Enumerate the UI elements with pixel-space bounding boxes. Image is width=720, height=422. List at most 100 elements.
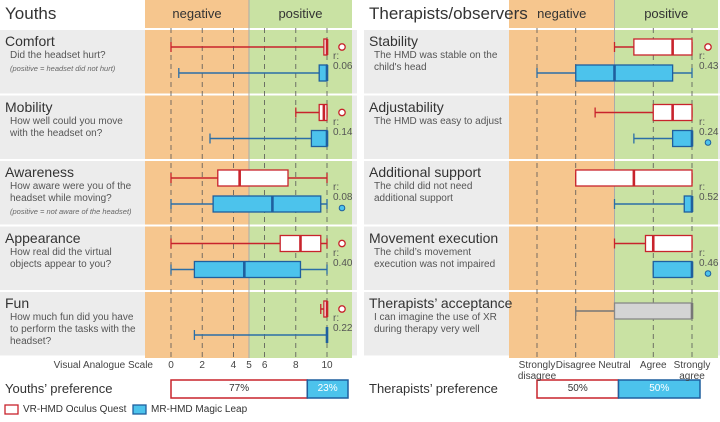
row-bg bbox=[352, 292, 357, 356]
row-bg bbox=[0, 95, 145, 159]
question: The HMD was easy to adjust bbox=[374, 115, 502, 127]
r-label: r: bbox=[333, 182, 340, 193]
question: The HMD was stable on the child's head bbox=[374, 50, 498, 73]
question-block: The HMD was easy to adjust bbox=[374, 116, 505, 128]
marker bbox=[338, 204, 346, 212]
row-bg bbox=[364, 292, 509, 356]
row-bg bbox=[0, 226, 145, 290]
row-bg bbox=[718, 226, 720, 290]
r-value: 0.52 bbox=[699, 192, 719, 203]
row-title: Movement execution bbox=[369, 229, 499, 246]
positive-label: positive bbox=[644, 6, 689, 21]
row-separator bbox=[364, 290, 720, 292]
question: How much fun did you have to perform the… bbox=[10, 312, 136, 347]
row-separator bbox=[0, 224, 357, 227]
row-title: Awareness bbox=[5, 164, 75, 180]
row-bg bbox=[352, 95, 357, 159]
legend-swatch bbox=[4, 404, 19, 415]
preference-label: Youths’ preference bbox=[5, 381, 113, 396]
row-title: Comfort bbox=[5, 33, 55, 49]
note: (positive = not aware of the headset) bbox=[10, 207, 132, 216]
preference-bar bbox=[306, 379, 349, 399]
r-label: r: bbox=[699, 247, 706, 259]
question-block: How real did the virtual objects appear … bbox=[10, 247, 141, 271]
question-block: The child’s movement execution was not i… bbox=[374, 247, 505, 271]
question: How well could you move with the headset… bbox=[10, 115, 123, 139]
r-label: r: bbox=[333, 51, 340, 62]
row-separator bbox=[0, 93, 357, 96]
legend-swatch bbox=[132, 404, 147, 415]
box bbox=[671, 129, 693, 148]
row-title: Additional support bbox=[369, 164, 482, 180]
row-title: Fun bbox=[5, 295, 30, 311]
row-title: Therapists’ acceptance bbox=[369, 295, 513, 311]
row-separator bbox=[0, 159, 357, 161]
box bbox=[212, 195, 322, 213]
row-separator bbox=[364, 159, 720, 161]
x-tick-label: Strongly agree bbox=[673, 360, 711, 382]
question-block: The HMD was stable on the child's head bbox=[374, 50, 505, 74]
question: How aware were you of the headset while … bbox=[10, 181, 132, 204]
question: How real did the virtual objects appear … bbox=[10, 246, 112, 270]
marker bbox=[338, 239, 346, 248]
row-bg bbox=[352, 226, 357, 290]
row-separator bbox=[364, 93, 720, 96]
row-separator bbox=[0, 290, 357, 292]
r-label: r: bbox=[333, 116, 340, 128]
note: (positive = headset did not hurt) bbox=[10, 64, 116, 73]
r-value: 0.40 bbox=[333, 257, 353, 269]
row-title: Stability bbox=[369, 33, 419, 49]
x-tick-label: 2 bbox=[199, 360, 205, 371]
row-bg bbox=[352, 30, 357, 94]
question-block: How much fun did you have to perform the… bbox=[10, 312, 141, 348]
row-bg bbox=[352, 161, 357, 225]
r-label: r: bbox=[333, 247, 340, 259]
row-title: Appearance bbox=[5, 229, 81, 246]
x-tick-label: 5 bbox=[246, 360, 252, 371]
row-separator bbox=[364, 224, 720, 227]
row-title: Adjustability bbox=[369, 98, 444, 115]
box bbox=[217, 169, 289, 187]
question-block: How well could you move with the headset… bbox=[10, 116, 141, 140]
marker bbox=[704, 43, 712, 51]
row-bg bbox=[364, 161, 509, 225]
x-tick-label: 0 bbox=[168, 360, 174, 371]
row-bg bbox=[0, 161, 145, 225]
preference-value: 23% bbox=[317, 383, 338, 394]
row-bg bbox=[364, 95, 509, 159]
marker bbox=[338, 108, 346, 117]
row-bg bbox=[718, 95, 720, 159]
negative-label: negative bbox=[537, 6, 587, 21]
question: The child did not need additional suppor… bbox=[374, 181, 473, 204]
box bbox=[613, 302, 693, 320]
r-value: 0.22 bbox=[333, 323, 353, 334]
row-bg bbox=[718, 161, 720, 225]
positive-label: positive bbox=[278, 6, 323, 21]
preference-label: Therapists’ preference bbox=[369, 381, 498, 396]
x-tick-label: Neutral bbox=[598, 360, 631, 371]
row-title: Mobility bbox=[5, 98, 53, 115]
box bbox=[652, 260, 693, 279]
row-bg bbox=[364, 226, 509, 290]
preference-value: 50% bbox=[649, 383, 670, 394]
x-tick-label: Strongly disagree bbox=[517, 360, 557, 382]
r-value: 0.24 bbox=[699, 126, 719, 138]
question-block: I can imagine the use of XR during thera… bbox=[374, 312, 505, 336]
panel-title: Therapists/observers bbox=[369, 4, 528, 23]
preference-bar bbox=[617, 379, 701, 399]
r-value: 0.14 bbox=[333, 126, 353, 138]
x-tick-label: 4 bbox=[230, 360, 237, 371]
row-bg bbox=[718, 292, 720, 356]
r-label: r: bbox=[699, 51, 706, 62]
box bbox=[575, 64, 674, 82]
question: The child’s movement execution was not i… bbox=[374, 246, 496, 270]
x-tick-label: 8 bbox=[293, 360, 299, 371]
marker bbox=[704, 270, 712, 277]
r-label: r: bbox=[699, 182, 706, 193]
r-value: 0.46 bbox=[699, 257, 719, 269]
box bbox=[310, 129, 328, 148]
legend-label: MR-HMD Magic Leap bbox=[151, 404, 248, 415]
x-tick-label: Agree bbox=[639, 360, 667, 371]
r-label: r: bbox=[333, 313, 340, 324]
